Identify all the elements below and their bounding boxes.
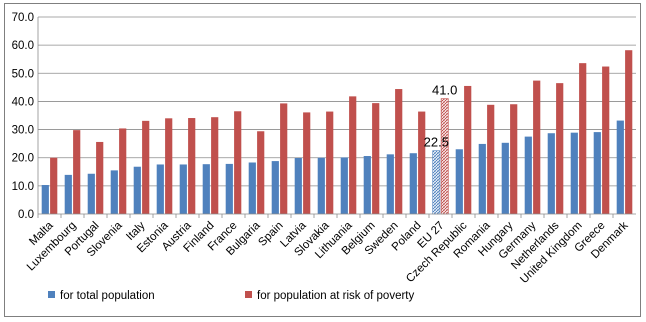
bar-poverty (211, 117, 219, 214)
bar-poverty (487, 104, 495, 214)
x-axis (37, 17, 636, 218)
bar-total (478, 143, 486, 214)
bar-total (340, 157, 348, 214)
bar-total (524, 136, 532, 214)
bar-poverty (142, 120, 150, 214)
bar-poverty (96, 141, 104, 214)
data-label: 22.5 (424, 135, 449, 150)
legend-label: for total population (60, 290, 155, 302)
bar-poverty (395, 89, 403, 214)
bar-total (386, 154, 394, 214)
bar-total (547, 133, 555, 214)
bar-poverty (303, 112, 311, 214)
bar-poverty (579, 63, 587, 215)
gridlines (38, 16, 636, 187)
y-tick-label: 60.0 (12, 40, 34, 52)
bar-poverty (234, 111, 242, 214)
bar-total (156, 164, 164, 214)
bar-total (363, 156, 371, 214)
y-tick-label: 70.0 (12, 12, 34, 24)
y-tick-label: 0.0 (18, 209, 34, 221)
y-tick-label: 40.0 (12, 96, 34, 108)
bar-total (294, 157, 302, 214)
bar-total (225, 163, 233, 214)
bar-total (202, 164, 210, 214)
bar-poverty (257, 131, 265, 214)
bar-poverty (464, 85, 472, 214)
legend-swatch (48, 291, 55, 298)
bar-poverty (533, 80, 541, 214)
bar-total (593, 132, 601, 214)
legend: for total population for population at ri… (48, 290, 414, 302)
bar-total (133, 166, 141, 214)
bar-poverty (510, 104, 518, 214)
bar-total (87, 173, 95, 214)
bar-poverty (349, 96, 357, 214)
bar-total (41, 185, 49, 214)
bar-poverty (73, 130, 81, 214)
bar-total (248, 162, 256, 214)
bar-poverty (625, 50, 633, 214)
bars (41, 50, 633, 215)
bar-total (64, 174, 72, 214)
bar-total (432, 150, 441, 215)
data-label: 41.0 (432, 83, 457, 98)
bar-total (570, 132, 578, 214)
bar-total (179, 164, 187, 214)
bar-total (409, 153, 417, 214)
bar-total (271, 161, 279, 214)
bar-poverty (602, 66, 610, 214)
bar-total (455, 149, 463, 214)
y-tick-label: 50.0 (12, 68, 34, 80)
y-axis-ticks: 0.0 10.0 20.0 30.0 40.0 50.0 60.0 70.0 (12, 12, 34, 221)
data-labels: 22.5 41.0 (424, 83, 458, 150)
bar-poverty (372, 103, 380, 214)
bar-poverty (556, 83, 564, 214)
bar-poverty (165, 118, 173, 214)
legend-swatch (245, 291, 252, 298)
legend-label: for population at risk of poverty (257, 290, 414, 302)
y-tick-label: 10.0 (12, 181, 34, 193)
y-tick-label: 30.0 (12, 125, 34, 137)
bar-poverty (50, 157, 58, 214)
bar-poverty (440, 98, 449, 215)
bar-total (616, 120, 624, 214)
bar-poverty (119, 128, 127, 214)
bar-poverty (280, 103, 288, 214)
bar-poverty (326, 111, 334, 214)
bar-total (501, 142, 509, 214)
bar-total (317, 157, 325, 214)
y-tick-label: 20.0 (12, 153, 34, 165)
bar-total (110, 170, 118, 214)
bar-poverty (418, 111, 426, 214)
bar-poverty (188, 118, 196, 214)
